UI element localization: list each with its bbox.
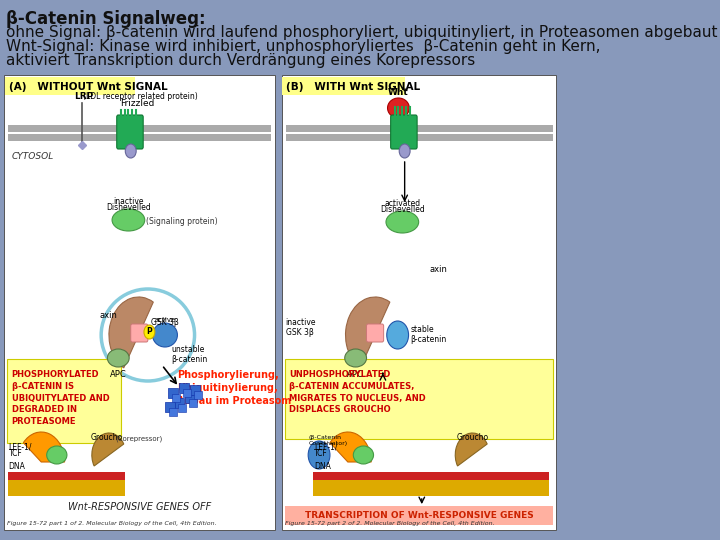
Ellipse shape (47, 446, 67, 464)
Circle shape (144, 325, 155, 339)
Text: inactive: inactive (113, 197, 144, 206)
Text: Dishevelled: Dishevelled (106, 203, 150, 212)
Text: (Signaling protein): (Signaling protein) (145, 218, 217, 226)
Circle shape (308, 441, 330, 469)
FancyBboxPatch shape (282, 77, 405, 95)
Text: CYTOSOL: CYTOSOL (12, 152, 54, 161)
Text: LRP: LRP (74, 92, 93, 101)
Text: inactive
GSK 3β: inactive GSK 3β (286, 318, 316, 338)
Point (192, 390, 204, 399)
Text: Frizzled: Frizzled (121, 99, 155, 108)
Bar (8, 472, 125, 480)
Point (176, 404, 188, 413)
Point (164, 403, 176, 411)
Ellipse shape (354, 446, 374, 464)
Text: Wnt-RESPONSIVE GENES OFF: Wnt-RESPONSIVE GENES OFF (68, 502, 211, 512)
Bar (286, 125, 552, 132)
Text: Dishevelled: Dishevelled (380, 205, 425, 214)
Bar (8, 134, 271, 141)
Text: LEF-1/: LEF-1/ (315, 443, 338, 452)
Bar (8, 480, 125, 488)
Text: TRANSCRIPTION OF Wnt-RESPONSIVE GENES: TRANSCRIPTION OF Wnt-RESPONSIVE GENES (305, 511, 534, 521)
Text: Wnt: Wnt (388, 88, 409, 97)
Ellipse shape (345, 349, 366, 367)
Text: DNA: DNA (315, 462, 331, 471)
Text: Figure 15-72 part 2 of 2. Molecular Biology of the Cell, 4th Edition.: Figure 15-72 part 2 of 2. Molecular Biol… (285, 521, 495, 526)
Point (174, 399, 185, 407)
Wedge shape (330, 432, 372, 462)
Text: aktiviert Transkription durch Verdrängung eines Korepressors: aktiviert Transkription durch Verdrängun… (6, 53, 475, 68)
Text: UNPHOSPHORYLATED
β-CATENIN ACCUMULATES,
MIGRATES TO NUCLEUS, AND
DISPLACES GROUC: UNPHOSPHORYLATED β-CATENIN ACCUMULATES, … (289, 370, 426, 414)
Text: β-Catenin Signalweg:: β-Catenin Signalweg: (6, 10, 206, 28)
Point (181, 389, 192, 397)
FancyBboxPatch shape (285, 506, 553, 525)
Text: unstable
β-catenin: unstable β-catenin (171, 345, 207, 364)
Text: activated: activated (384, 199, 420, 208)
Ellipse shape (387, 98, 410, 118)
Text: (B)   WITH Wnt SIGNAL: (B) WITH Wnt SIGNAL (287, 82, 420, 92)
Point (189, 386, 200, 394)
Bar (312, 472, 549, 480)
Text: APC: APC (347, 370, 364, 379)
Wedge shape (92, 433, 124, 466)
Circle shape (399, 144, 410, 158)
Bar (8, 488, 125, 496)
Ellipse shape (107, 349, 129, 367)
FancyBboxPatch shape (4, 77, 135, 95)
Bar (286, 134, 552, 141)
Text: APC: APC (110, 370, 127, 379)
Point (184, 394, 196, 402)
Text: TCF: TCF (315, 449, 328, 458)
Bar (312, 480, 549, 488)
Text: (β-Catenin: (β-Catenin (308, 435, 341, 440)
Point (187, 399, 199, 407)
Text: Groucho: Groucho (456, 433, 489, 442)
Wedge shape (23, 432, 65, 462)
Point (178, 384, 189, 393)
Text: Phosphorylierung,
Ubiquitinylierung,
Abbau im Proteasom: Phosphorylierung, Ubiquitinylierung, Abb… (177, 370, 292, 407)
Wedge shape (455, 433, 487, 466)
FancyBboxPatch shape (285, 359, 553, 439)
Ellipse shape (386, 211, 418, 233)
Wedge shape (109, 297, 153, 368)
Wedge shape (346, 297, 390, 368)
Ellipse shape (112, 209, 145, 231)
Point (167, 389, 179, 397)
FancyBboxPatch shape (131, 324, 148, 342)
Text: Groucho: Groucho (91, 433, 123, 442)
Text: ohne Signal: β-catenin wird laufend phosphoryliert, ubiquitinyliert, in Proteaso: ohne Signal: β-catenin wird laufend phos… (6, 25, 718, 40)
Text: Wnt-Signal: Kinase wird inhibiert, unphosphoryliertes  β-Catenin geht in Kern,: Wnt-Signal: Kinase wird inhibiert, unpho… (6, 39, 600, 54)
FancyBboxPatch shape (117, 115, 143, 149)
Point (170, 394, 181, 402)
Text: DNA: DNA (9, 462, 25, 471)
Circle shape (125, 144, 136, 158)
Text: PHOSPHORYLATED
β-CATENIN IS
UBIQUITYLATED AND
DEGRADED IN
PROTEASOME: PHOSPHORYLATED β-CATENIN IS UBIQUITYLATE… (12, 370, 109, 426)
Bar (312, 488, 549, 496)
Text: TCF: TCF (9, 449, 22, 458)
Text: (Corepressor): (Corepressor) (115, 435, 163, 442)
Text: (LDL receptor related protein): (LDL receptor related protein) (84, 92, 198, 101)
Text: axin: axin (99, 310, 117, 320)
FancyBboxPatch shape (4, 75, 275, 530)
Circle shape (387, 321, 408, 349)
Text: GSK 3β: GSK 3β (151, 318, 179, 327)
Text: LEF-1/: LEF-1/ (9, 443, 32, 452)
Ellipse shape (153, 323, 177, 347)
Bar (8, 125, 271, 132)
Text: P: P (147, 327, 153, 336)
Point (167, 408, 179, 416)
FancyBboxPatch shape (7, 359, 122, 443)
FancyBboxPatch shape (391, 115, 417, 149)
Text: Coaktivator): Coaktivator) (308, 441, 347, 446)
FancyBboxPatch shape (366, 324, 384, 342)
Text: Figure 15-72 part 1 of 2. Molecular Biology of the Cell, 4th Edition.: Figure 15-72 part 1 of 2. Molecular Biol… (7, 521, 217, 526)
Text: stable
β-catenin: stable β-catenin (410, 325, 446, 345)
Text: axin: axin (430, 266, 447, 274)
Text: (A)   WITHOUT Wnt SIGNAL: (A) WITHOUT Wnt SIGNAL (9, 82, 167, 92)
FancyBboxPatch shape (282, 75, 557, 530)
Text: active: active (154, 317, 176, 323)
